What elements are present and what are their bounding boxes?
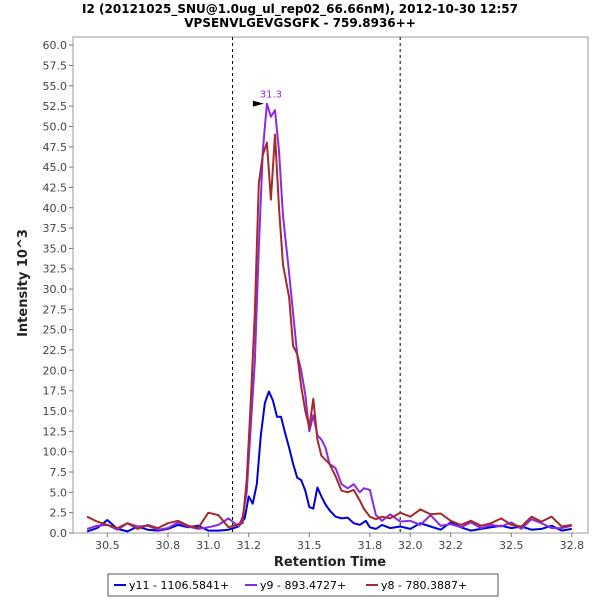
y-tick-label: 25.0	[43, 324, 68, 337]
vertical-markers	[232, 37, 401, 533]
annotation-layer: 31.3	[252, 90, 282, 107]
x-tick-label: 30.8	[156, 539, 181, 552]
x-tick-label: 30.5	[95, 539, 120, 552]
y-tick-label: 37.5	[43, 222, 68, 235]
x-tick-label: 32.5	[499, 539, 524, 552]
x-tick-label: 32.0	[398, 539, 423, 552]
y-tick-label: 10.0	[43, 446, 68, 459]
legend-label-2: y8 - 780.3887+	[381, 579, 467, 592]
y-tick-label: 47.5	[43, 141, 68, 154]
y-tick-label: 5.0	[50, 486, 68, 499]
legend-label-1: y9 - 893.4727+	[260, 579, 346, 592]
chart-title: I2 (20121025_SNU@1.0ug_ul_rep02_66.66nM)…	[82, 2, 518, 17]
plot-area	[72, 36, 589, 534]
y-tick-label: 17.5	[43, 385, 68, 398]
y-tick-label: 30.0	[43, 283, 68, 296]
x-tick-label: 31.2	[236, 539, 261, 552]
x-tick-label: 32.8	[560, 539, 585, 552]
peak-label: 31.3	[260, 90, 282, 101]
y-tick-label: 12.5	[43, 425, 68, 438]
peak-arrow-icon	[252, 100, 264, 107]
y-tick-label: 20.0	[43, 364, 68, 377]
x-tick-label: 32.2	[438, 539, 463, 552]
x-tick-label: 31.5	[297, 539, 322, 552]
y-tick-label: 2.5	[50, 507, 68, 520]
y-tick-label: 27.5	[43, 303, 68, 316]
y-tick-label: 35.0	[43, 242, 68, 255]
series-layer	[86, 102, 573, 533]
y-tick-label: 45.0	[43, 161, 68, 174]
y-tick-label: 40.0	[43, 202, 68, 215]
y-tick-label: 55.0	[43, 80, 68, 93]
y-tick-label: 57.5	[43, 59, 68, 72]
y-tick-label: 60.0	[43, 39, 68, 52]
x-axis: 30.5 30.8 31.0 31.2 31.5 31.8 32.0 32.2 32.5 32.8	[95, 533, 584, 552]
chart-subtitle: VPSENVLGEVGSGFK - 759.8936++	[184, 16, 416, 30]
y-tick-label: 50.0	[43, 120, 68, 133]
legend-label-0: y11 - 1106.5841+	[129, 579, 229, 592]
y-tick-label: 0.0	[50, 527, 68, 540]
legend: y11 - 1106.5841+ y9 - 893.4727+ y8 - 780.3…	[107, 573, 499, 597]
y-axis: 0.0 2.5 5.0 7.5 10.0 12.5 15.0 17.5 20.0 22.5 25.0…	[43, 39, 73, 540]
y-axis-label: Intensity 10^3	[16, 229, 31, 337]
series-line-0	[86, 390, 572, 533]
x-axis-label: Retention Time	[274, 555, 386, 570]
x-tick-label: 31.0	[196, 539, 221, 552]
series-line-2	[86, 133, 572, 530]
y-tick-label: 7.5	[50, 466, 68, 479]
x-tick-label: 31.8	[358, 539, 383, 552]
y-tick-label: 22.5	[43, 344, 68, 357]
y-tick-label: 42.5	[43, 181, 68, 194]
y-tick-label: 15.0	[43, 405, 68, 418]
y-tick-label: 32.5	[43, 263, 68, 276]
legend-box	[107, 573, 499, 597]
y-tick-label: 52.5	[43, 100, 68, 113]
